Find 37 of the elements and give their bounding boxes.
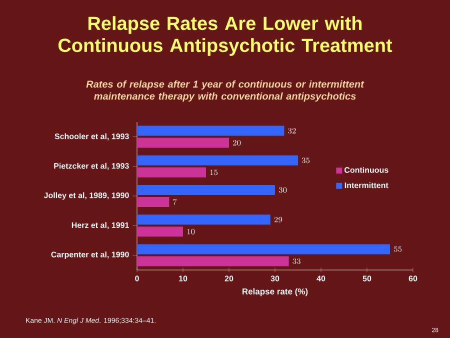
bar [137,138,229,148]
data-label: 7 [173,199,177,205]
legend-label: Intermittent [344,182,388,188]
bar [137,214,270,225]
bar [137,185,275,196]
data-label: 55 [394,246,402,252]
x-tick-label: 30 [270,276,280,282]
chart-title: Relapse Rates Are Lower with Continuous Antipsychotic Treatment [58,16,392,56]
bar [137,244,390,254]
chart-subtitle: Rates of relapse after 1 year of continuous or intermittent maintenance therapy with conventional antipsychotics [86,80,364,102]
x-tick-label: 0 [135,276,139,282]
data-label: 20 [232,140,241,146]
y-tick-label: Herz et al, 1991 [72,222,129,230]
y-tick-label: Pietzcker et al, 1993 [54,162,129,170]
x-axis-title: Relapse rate (%) [242,288,308,296]
bar [137,126,284,136]
x-tick-label: 20 [224,276,234,282]
legend-label: Continuous [344,166,388,173]
data-label: 15 [210,170,218,176]
data-label: 30 [278,187,287,193]
bar [137,167,206,178]
y-tick-label: Jolley et al, 1989, 1990 [44,192,129,200]
data-label: 10 [187,228,195,234]
bar [137,197,170,208]
bar [137,155,298,166]
data-label: 29 [274,216,282,222]
y-tick-label: Carpenter et al, 1990 [51,251,129,259]
data-label: 35 [302,158,310,164]
data-label: 33 [292,258,300,264]
bar [137,226,183,237]
x-tick-label: 40 [316,276,326,282]
x-tick-label: 50 [362,276,372,282]
bar [137,256,289,266]
y-tick-label: Schooler et al, 1993 [54,133,129,140]
x-tick-label: 10 [179,276,188,282]
data-label: 32 [288,128,296,134]
x-tick-label: 60 [408,276,418,282]
